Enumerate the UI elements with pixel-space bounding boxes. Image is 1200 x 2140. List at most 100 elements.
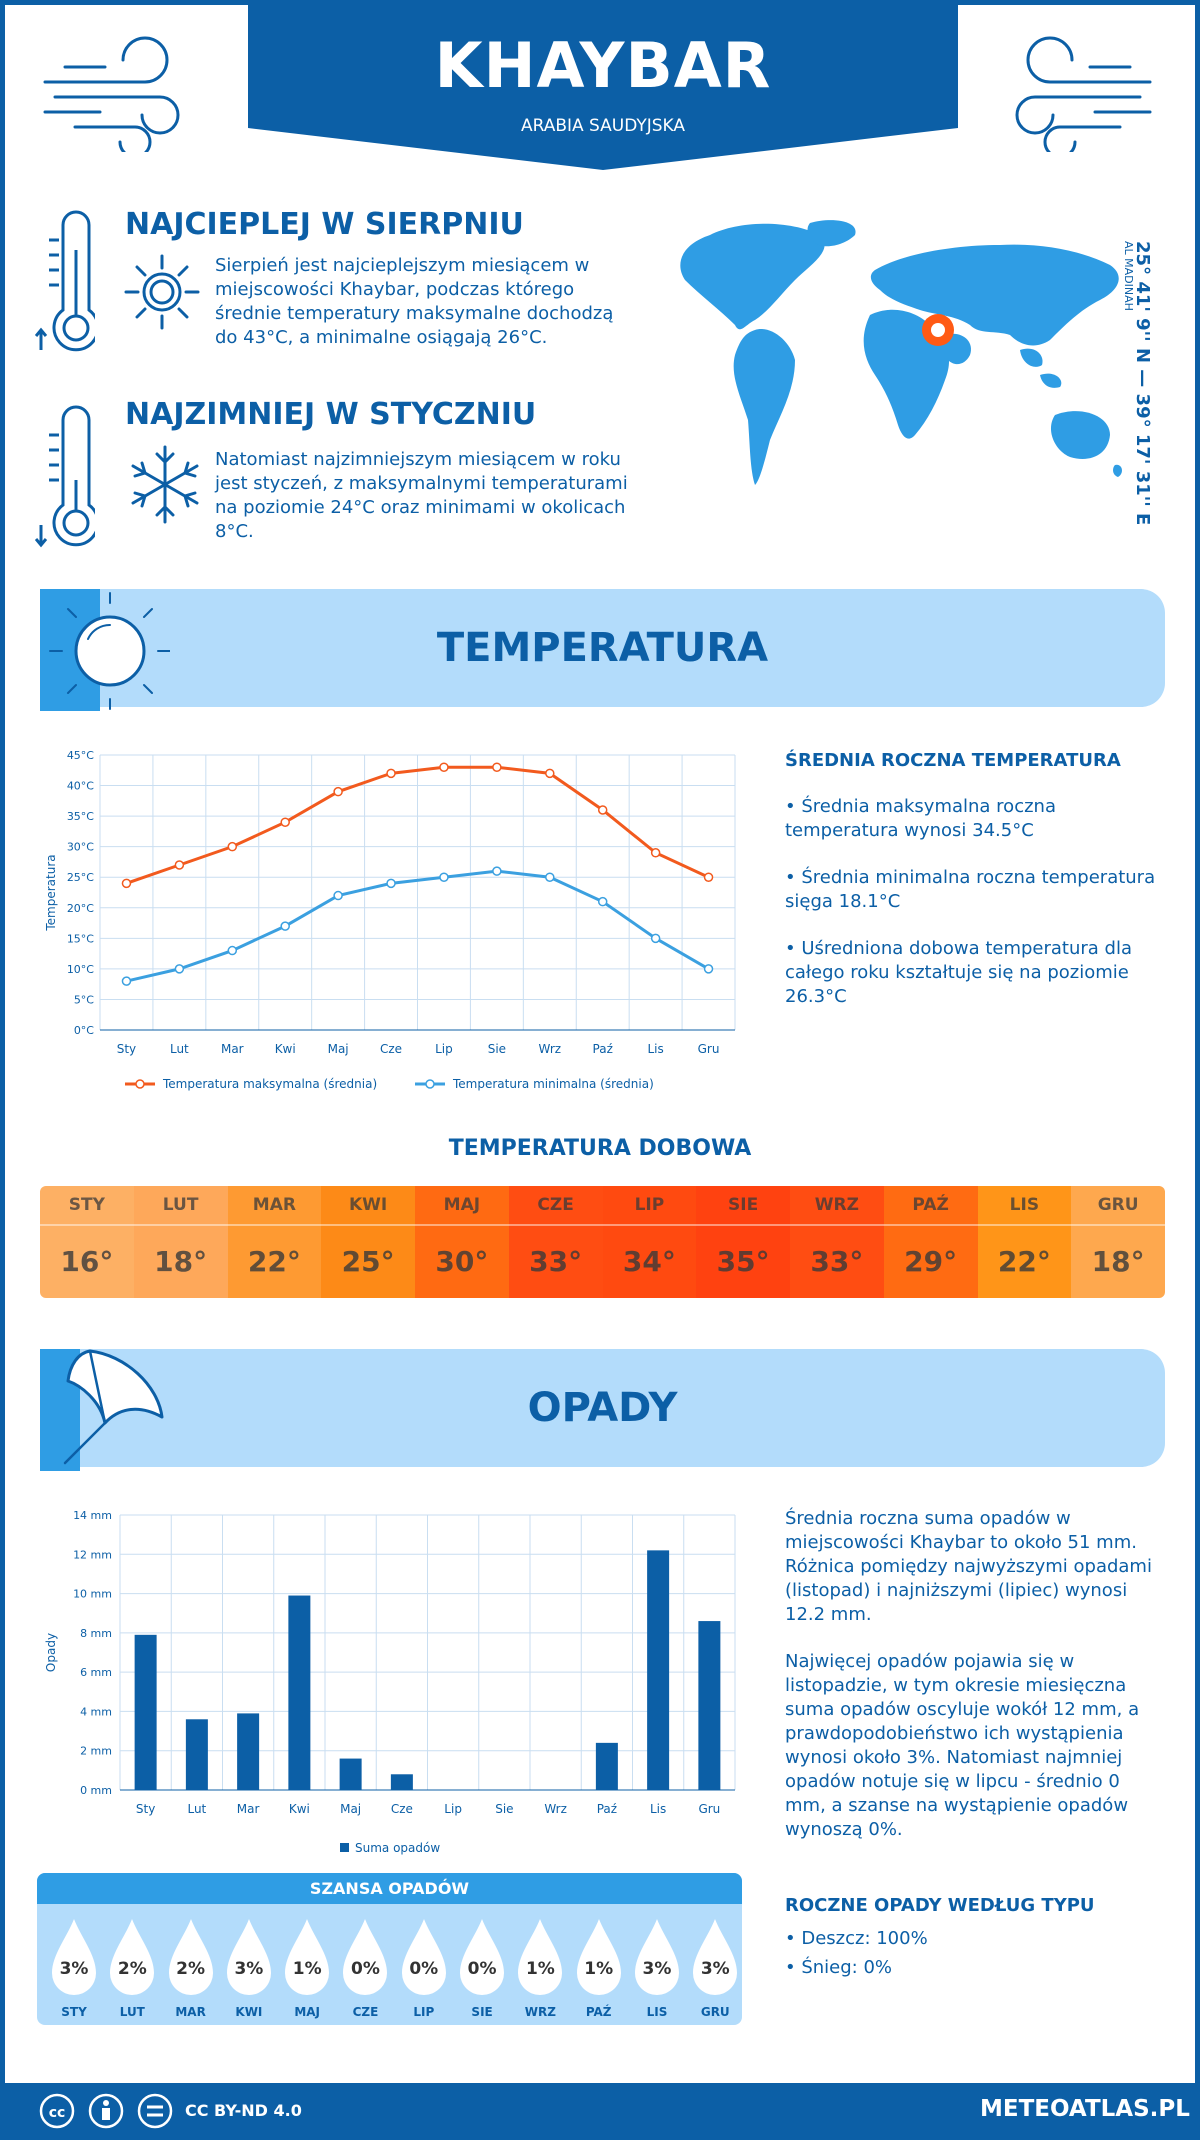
y-tick-label: 5°C — [74, 993, 94, 1006]
data-point — [545, 768, 555, 779]
rain-chance-month: LIS — [646, 2005, 668, 2019]
rain-chance-value: 2% — [117, 1959, 147, 1979]
legend-label: Temperatura maksymalna (średnia) — [162, 1077, 377, 1091]
header-banner — [248, 5, 958, 170]
daily-temp-cell: GRU 18° — [1071, 1186, 1165, 1298]
daily-temp-cell: STY 16° — [40, 1186, 134, 1298]
rain-chance-month: PAŹ — [585, 2005, 612, 2019]
temp-summary-title: ŚREDNIA ROCZNA TEMPERATURA — [785, 750, 1121, 771]
precip-bar — [647, 1550, 670, 1790]
raindrop-icon — [518, 1919, 563, 1995]
daily-temp-title: TEMPERATURA DOBOWA — [448, 1136, 752, 1161]
y-axis-label: Temperatura — [44, 854, 58, 931]
y-axis-label: Opady — [44, 1633, 58, 1672]
data-point — [703, 872, 714, 882]
x-tick-label: Kwi — [289, 1802, 310, 1816]
daily-month-label: MAJ — [415, 1186, 509, 1226]
legend-label: Temperatura minimalna (średnia) — [452, 1077, 654, 1091]
y-tick-label: 6 mm — [80, 1666, 112, 1679]
daily-month-label: MAR — [227, 1186, 322, 1226]
x-tick-label: Lut — [187, 1802, 206, 1816]
legend-label: Suma opadów — [355, 1841, 440, 1855]
x-tick-label: Lut — [170, 1042, 189, 1056]
temp-bullet-max: • Średnia maksymalna roczna temperatura … — [785, 796, 1056, 841]
x-tick-label: Lip — [444, 1802, 462, 1816]
daily-month-label: CZE — [508, 1186, 603, 1226]
series-line — [126, 869, 710, 983]
rain-chance-month: CZE — [352, 2005, 379, 2019]
series-line — [125, 765, 710, 885]
x-tick-label: Sie — [495, 1802, 513, 1816]
data-point — [280, 921, 290, 931]
data-point — [121, 878, 132, 889]
rain-chance-item: 1% WRZ — [511, 1917, 569, 2019]
precip-bar — [595, 1742, 618, 1790]
sun-icon — [124, 254, 200, 330]
rain-chance-month: MAR — [175, 2005, 206, 2019]
site-link[interactable]: METEOATLAS.PL — [980, 2096, 1190, 2122]
x-tick-label: Gru — [698, 1802, 720, 1816]
data-point — [121, 976, 132, 986]
data-point — [545, 872, 555, 882]
x-tick-label: Gru — [698, 1042, 720, 1056]
daily-temp-value: 18° — [154, 1245, 208, 1278]
temp-bullet-avg: • Uśredniona dobowa temperatura dla całe… — [785, 938, 1133, 1007]
data-point — [439, 872, 449, 882]
rain-chance-month: MAJ — [294, 2005, 321, 2019]
rain-chance-month: LIP — [413, 2005, 435, 2019]
rain-chance-value: 2% — [176, 1959, 206, 1979]
rain-chance-item: 1% MAJ — [278, 1917, 336, 2019]
rain-chance-value: 3% — [642, 1959, 672, 1979]
data-point — [650, 933, 661, 944]
daily-month-label: GRU — [1071, 1186, 1165, 1226]
rain-chance-month: STY — [61, 2005, 87, 2019]
daily-temp-cell: LIS 22° — [977, 1186, 1072, 1298]
daily-temp-value: 34° — [622, 1245, 676, 1278]
legend-marker — [425, 1079, 435, 1089]
daily-temp-cell: LUT 18° — [133, 1186, 228, 1298]
thermometer-cold-icon — [35, 405, 95, 548]
sun-section-icon — [40, 589, 170, 711]
precip-title: OPADY — [527, 1385, 678, 1431]
daily-month-label: KWI — [321, 1186, 415, 1226]
precip-bar — [185, 1719, 208, 1790]
rain-chance-month: KWI — [235, 2005, 263, 2019]
x-tick-label: Maj — [328, 1042, 349, 1056]
rain-chance-value: 1% — [525, 1959, 555, 1979]
hottest-text: Sierpień jest najcieplejszym miesiącem w… — [215, 255, 614, 348]
daily-temp-value: 35° — [716, 1245, 770, 1278]
raindrop-icon — [110, 1919, 155, 1995]
daily-month-label: PAŹ — [883, 1186, 978, 1226]
x-tick-label: Paź — [597, 1802, 617, 1816]
y-tick-label: 30°C — [67, 841, 94, 854]
raindrop-icon — [693, 1919, 738, 1995]
rain-chance-item: 0% CZE — [336, 1917, 394, 2019]
rain-chance-item: 0% LIP — [395, 1917, 453, 2019]
rain-chance-month: WRZ — [524, 2005, 556, 2019]
daily-temp-value: 22° — [247, 1245, 301, 1278]
data-point — [227, 945, 238, 956]
data-point — [333, 890, 343, 901]
precip-bar — [237, 1713, 260, 1790]
daily-temp-cell: MAJ 30° — [415, 1186, 509, 1298]
x-tick-label: Wrz — [544, 1802, 567, 1816]
precip-chance-drops: 3% STY 2% LUT 2% MAR 3% KWI 1% MAJ 0% CZE 0% LIP 0% SIE… — [45, 1917, 742, 2019]
x-tick-label: Sie — [488, 1042, 506, 1056]
temperature-title: TEMPERATURA — [436, 625, 769, 671]
data-point — [386, 878, 396, 889]
legend-marker — [340, 1843, 349, 1852]
daily-temp-cell: SIE 35° — [696, 1186, 790, 1298]
y-tick-label: 15°C — [67, 932, 94, 945]
y-tick-label: 12 mm — [73, 1548, 112, 1561]
precip-bar — [288, 1595, 311, 1790]
data-point — [597, 805, 608, 815]
rain-chance-item: 3% KWI — [220, 1917, 278, 2019]
data-point — [439, 762, 449, 772]
y-tick-label: 25°C — [67, 871, 94, 884]
x-tick-label: Cze — [380, 1042, 402, 1056]
x-tick-label: Mar — [237, 1802, 260, 1816]
rain-chance-item: 3% LIS — [628, 1917, 686, 2019]
daily-month-label: SIE — [696, 1186, 790, 1226]
coldest-text: Natomiast najzimniejszym miesiącem w rok… — [215, 449, 628, 542]
x-tick-label: Lis — [647, 1042, 663, 1056]
